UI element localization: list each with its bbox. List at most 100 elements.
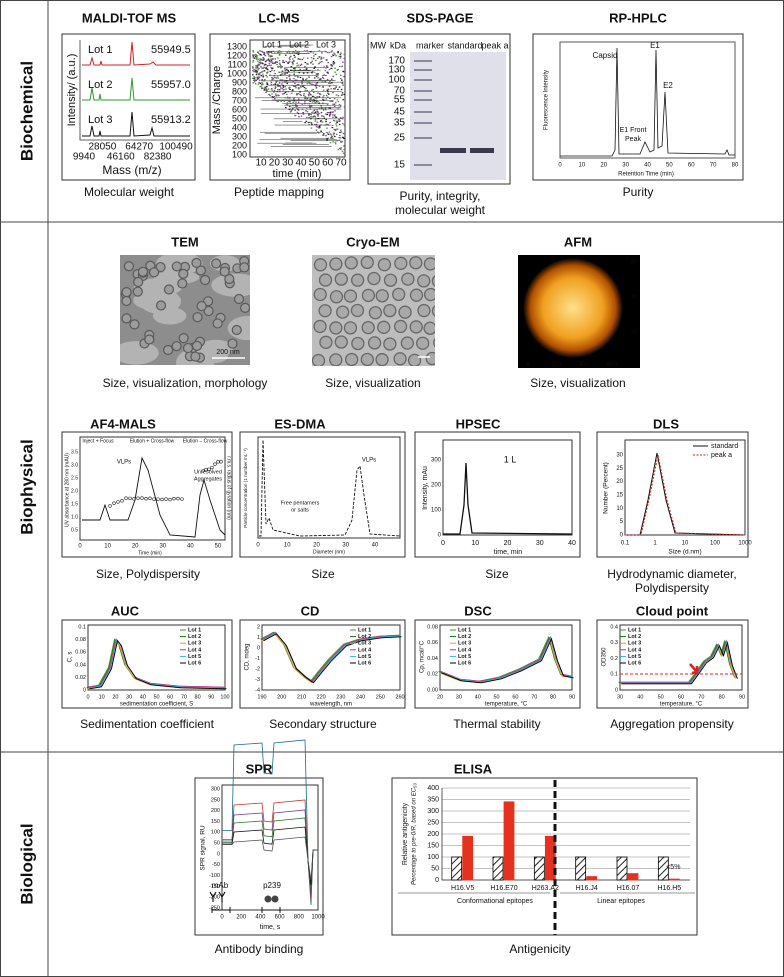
- dot: [257, 77, 259, 80]
- dot: [301, 58, 304, 61]
- dot: [256, 67, 259, 69]
- label: Lot 5: [358, 654, 371, 660]
- dot: [316, 96, 319, 98]
- dot: [294, 69, 296, 72]
- y-tick-label: 1000: [227, 68, 247, 78]
- x-tick-label: 100: [220, 694, 229, 700]
- dot: [306, 50, 308, 52]
- dot: [259, 71, 262, 74]
- dot: [283, 61, 285, 64]
- dot: [321, 118, 323, 120]
- x-tick-label: H16.V5: [451, 885, 474, 892]
- x-tick-label: 40: [295, 158, 307, 169]
- dot: [320, 115, 323, 117]
- section-label: Biophysical: [17, 439, 36, 534]
- y-tick-label: 50: [214, 841, 220, 847]
- x-tick-label: 20: [269, 158, 281, 169]
- label: Inject + Focus: [82, 438, 114, 444]
- dot: [287, 61, 289, 64]
- x-tick-label: 30: [342, 543, 349, 549]
- dot: [311, 72, 313, 74]
- section-label: Biological: [17, 823, 36, 904]
- dot: [305, 87, 307, 90]
- dot: [273, 83, 275, 86]
- plot-area: [619, 624, 743, 691]
- dot: [256, 66, 259, 68]
- dot: [281, 70, 284, 72]
- dot: [326, 66, 329, 69]
- dot: [261, 73, 264, 75]
- dot: [321, 61, 323, 63]
- dot: [317, 132, 320, 134]
- dot: [272, 58, 274, 60]
- dot: [306, 98, 308, 100]
- dot: [274, 93, 277, 95]
- dot: [313, 98, 315, 101]
- trace: [82, 111, 190, 137]
- dot: [290, 55, 292, 57]
- bar: [462, 835, 474, 881]
- label: Lot 3: [458, 641, 471, 647]
- label: peak a: [711, 452, 732, 459]
- dot: [339, 140, 342, 142]
- dot: [263, 66, 266, 68]
- dot: [273, 89, 276, 92]
- dot: [313, 67, 315, 70]
- x-tick-label: 40: [187, 544, 194, 550]
- dot: [322, 109, 325, 111]
- dot: [339, 57, 342, 59]
- dot: [342, 61, 344, 63]
- dot: [322, 115, 325, 117]
- y-tick-label: 0: [435, 877, 439, 884]
- dot: [273, 91, 275, 93]
- dot: [272, 96, 274, 98]
- band: [414, 79, 432, 81]
- x-tick-label: 240: [356, 694, 365, 700]
- x-tick-label: 1000: [738, 541, 752, 547]
- dot: [339, 131, 341, 134]
- dot: [334, 143, 337, 145]
- dot: [312, 89, 315, 91]
- dot: [343, 76, 345, 78]
- dot: [330, 134, 333, 136]
- trace: [89, 639, 227, 690]
- dot: [257, 69, 259, 71]
- dot: [274, 62, 277, 64]
- marker: [201, 469, 205, 473]
- dot: [321, 81, 324, 83]
- label: standard: [447, 40, 482, 50]
- dot: [262, 87, 264, 89]
- dot: [321, 98, 324, 101]
- y-tick-label: 0.08: [75, 637, 86, 643]
- label: Lot 3: [188, 641, 201, 647]
- dot: [336, 121, 338, 124]
- dot: [325, 113, 327, 115]
- x-tick-label: 100490: [159, 142, 193, 153]
- dot: [255, 56, 257, 58]
- y-tick-label: 40: [631, 294, 637, 300]
- dot: [304, 66, 306, 68]
- x-tick-label: 70: [335, 158, 347, 169]
- y-tick-label: 0.4: [610, 624, 618, 630]
- dot: [339, 105, 342, 107]
- dot: [319, 61, 321, 63]
- dot: [343, 106, 346, 108]
- dot: [282, 90, 285, 92]
- dot: [283, 93, 285, 95]
- dot: [337, 149, 340, 151]
- x-tick-label: 40: [372, 543, 379, 549]
- dot: [266, 65, 269, 67]
- y-tick-label: -2: [255, 666, 260, 672]
- dot: [279, 64, 282, 67]
- dot: [314, 120, 317, 122]
- dot: [321, 52, 323, 54]
- y-tick-label: 1300: [227, 41, 247, 51]
- dot: [342, 123, 344, 125]
- x-tick-label: 230: [336, 694, 345, 700]
- dot: [277, 94, 279, 96]
- dot: [304, 103, 306, 105]
- dot: [325, 67, 327, 69]
- label: Time (min): [138, 550, 162, 556]
- dot: [314, 118, 317, 120]
- y-tick-label: 300: [427, 808, 439, 815]
